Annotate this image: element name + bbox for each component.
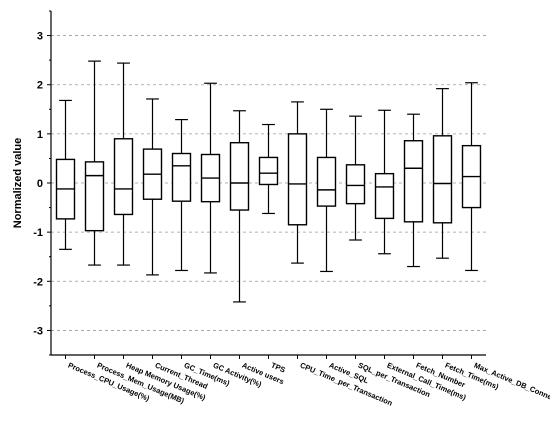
iqr-box	[374, 172, 395, 220]
y-tick-label: 2	[37, 80, 43, 92]
box-series	[55, 60, 482, 303]
box-11	[345, 115, 366, 241]
iqr-box	[258, 156, 279, 186]
iqr-box	[84, 161, 105, 232]
box-2	[84, 60, 105, 266]
box-12	[374, 109, 395, 255]
y-tick-label: 3	[37, 31, 43, 43]
y-tick-label: -2	[33, 276, 43, 288]
iqr-box	[403, 140, 424, 223]
y-tick-label: -3	[33, 325, 43, 337]
box-8	[258, 123, 279, 215]
x-tick-labels: Process_CPU_Usage(%)Process_Mem_Usage(MB…	[65, 355, 550, 409]
box-5	[171, 119, 192, 272]
y-tick-label: 1	[37, 129, 43, 141]
iqr-box	[287, 133, 308, 226]
box-9	[287, 101, 308, 264]
iqr-box	[171, 152, 192, 202]
box-4	[142, 98, 163, 276]
iqr-box	[316, 156, 337, 207]
box-7	[229, 110, 250, 303]
box-3	[113, 62, 134, 266]
y-tick-label: 0	[37, 178, 43, 190]
box-1	[55, 99, 76, 250]
iqr-box	[432, 135, 453, 224]
iqr-box	[345, 164, 366, 205]
y-tick-labels: -3 -2 -1 0 1 2 3	[33, 10, 51, 356]
y-tick-label: -1	[33, 227, 43, 239]
box-6	[200, 82, 221, 274]
y-axis-title: Normalized value	[12, 138, 24, 228]
box-14	[432, 88, 453, 259]
iqr-box	[229, 142, 250, 211]
box-10	[316, 108, 337, 273]
box-13	[403, 113, 424, 268]
iqr-box	[113, 138, 134, 216]
box-15	[461, 82, 482, 272]
